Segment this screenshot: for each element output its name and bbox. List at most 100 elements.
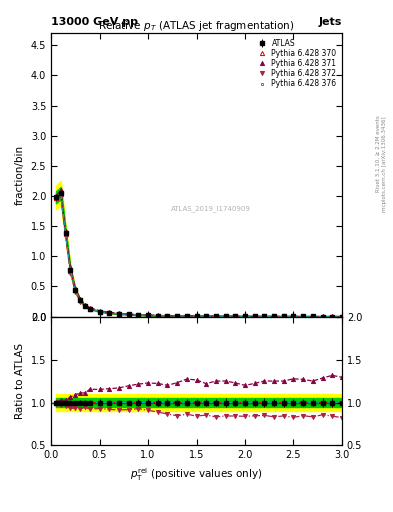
Pythia 6.428 376: [136, 312, 141, 318]
Pythia 6.428 376: [97, 308, 102, 314]
Pythia 6.428 371: [213, 313, 218, 319]
Pythia 6.428 376: [301, 313, 305, 319]
Pythia 6.428 371: [175, 313, 180, 319]
Pythia 6.428 370: [136, 312, 141, 318]
Pythia 6.428 371: [291, 313, 296, 319]
Pythia 6.428 371: [78, 295, 83, 302]
Pythia 6.428 370: [281, 313, 286, 319]
Pythia 6.428 372: [301, 313, 305, 319]
Pythia 6.428 376: [320, 313, 325, 319]
Pythia 6.428 376: [184, 313, 189, 319]
Pythia 6.428 370: [88, 306, 92, 312]
Pythia 6.428 376: [213, 313, 218, 319]
Pythia 6.428 370: [78, 297, 83, 304]
Text: Rivet 3.1.10, ≥ 2.2M events: Rivet 3.1.10, ≥ 2.2M events: [376, 115, 380, 192]
Pythia 6.428 376: [262, 313, 267, 319]
Pythia 6.428 370: [146, 312, 151, 318]
Pythia 6.428 372: [88, 306, 92, 312]
Pythia 6.428 372: [310, 313, 315, 319]
Pythia 6.428 376: [155, 312, 160, 318]
Pythia 6.428 370: [233, 313, 238, 319]
Pythia 6.428 370: [272, 313, 276, 319]
Pythia 6.428 372: [107, 310, 112, 316]
Pythia 6.428 376: [68, 267, 73, 273]
Pythia 6.428 370: [68, 268, 73, 274]
Pythia 6.428 371: [184, 313, 189, 319]
Pythia 6.428 371: [53, 193, 58, 199]
Pythia 6.428 372: [175, 313, 180, 319]
Pythia 6.428 376: [204, 313, 209, 319]
Pythia 6.428 371: [155, 312, 160, 318]
Pythia 6.428 371: [97, 308, 102, 314]
Pythia 6.428 372: [73, 289, 78, 295]
Pythia 6.428 376: [53, 194, 58, 200]
Pythia 6.428 376: [252, 313, 257, 319]
Pythia 6.428 376: [310, 313, 315, 319]
Pythia 6.428 370: [63, 231, 68, 237]
Line: Pythia 6.428 370: Pythia 6.428 370: [54, 191, 344, 318]
Pythia 6.428 372: [204, 313, 209, 319]
Pythia 6.428 371: [59, 187, 63, 193]
Pythia 6.428 372: [291, 313, 296, 319]
Pythia 6.428 376: [242, 313, 247, 319]
Pythia 6.428 371: [146, 312, 151, 318]
Text: ATLAS_2019_I1740909: ATLAS_2019_I1740909: [171, 206, 251, 212]
Pythia 6.428 372: [136, 312, 141, 318]
Pythia 6.428 372: [242, 313, 247, 319]
Pythia 6.428 370: [165, 313, 170, 319]
Pythia 6.428 371: [330, 313, 334, 319]
Pythia 6.428 376: [88, 306, 92, 312]
Pythia 6.428 376: [73, 287, 78, 293]
Legend: ATLAS, Pythia 6.428 370, Pythia 6.428 371, Pythia 6.428 372, Pythia 6.428 376: ATLAS, Pythia 6.428 370, Pythia 6.428 37…: [252, 35, 340, 91]
Pythia 6.428 370: [59, 190, 63, 197]
Pythia 6.428 372: [272, 313, 276, 319]
Pythia 6.428 372: [194, 313, 199, 319]
Pythia 6.428 370: [53, 195, 58, 201]
Pythia 6.428 371: [83, 302, 87, 308]
Pythia 6.428 372: [213, 313, 218, 319]
Pythia 6.428 376: [340, 313, 344, 319]
Pythia 6.428 372: [126, 312, 131, 318]
Pythia 6.428 372: [53, 196, 58, 202]
Pythia 6.428 376: [78, 297, 83, 304]
Pythia 6.428 376: [146, 312, 151, 318]
Pythia 6.428 372: [281, 313, 286, 319]
Pythia 6.428 370: [310, 313, 315, 319]
Pythia 6.428 372: [78, 298, 83, 305]
Title: Relative $p_{T}$ (ATLAS jet fragmentation): Relative $p_{T}$ (ATLAS jet fragmentatio…: [98, 19, 295, 33]
Pythia 6.428 370: [126, 311, 131, 317]
Pythia 6.428 370: [107, 310, 112, 316]
Pythia 6.428 371: [262, 313, 267, 319]
Pythia 6.428 376: [223, 313, 228, 319]
Pythia 6.428 376: [126, 311, 131, 317]
Pythia 6.428 372: [97, 309, 102, 315]
Y-axis label: fraction/bin: fraction/bin: [15, 145, 25, 205]
Pythia 6.428 371: [223, 313, 228, 319]
Pythia 6.428 370: [330, 313, 334, 319]
Y-axis label: Ratio to ATLAS: Ratio to ATLAS: [15, 343, 25, 419]
Text: Jets: Jets: [319, 16, 342, 27]
Line: Pythia 6.428 376: Pythia 6.428 376: [55, 192, 343, 318]
Pythia 6.428 370: [213, 313, 218, 319]
Pythia 6.428 371: [88, 305, 92, 311]
Pythia 6.428 370: [73, 287, 78, 293]
Pythia 6.428 370: [117, 311, 121, 317]
Pythia 6.428 372: [233, 313, 238, 319]
Pythia 6.428 376: [165, 313, 170, 319]
Pythia 6.428 372: [223, 313, 228, 319]
Pythia 6.428 370: [175, 313, 180, 319]
Pythia 6.428 372: [262, 313, 267, 319]
Line: Pythia 6.428 372: Pythia 6.428 372: [54, 194, 344, 318]
Pythia 6.428 372: [68, 270, 73, 276]
Pythia 6.428 370: [320, 313, 325, 319]
Pythia 6.428 376: [330, 313, 334, 319]
Pythia 6.428 370: [97, 308, 102, 314]
Pythia 6.428 372: [59, 193, 63, 199]
Pythia 6.428 376: [63, 231, 68, 237]
Pythia 6.428 370: [83, 303, 87, 309]
Pythia 6.428 376: [59, 190, 63, 197]
Pythia 6.428 370: [252, 313, 257, 319]
Pythia 6.428 376: [272, 313, 276, 319]
Pythia 6.428 371: [117, 310, 121, 316]
Pythia 6.428 371: [165, 312, 170, 318]
